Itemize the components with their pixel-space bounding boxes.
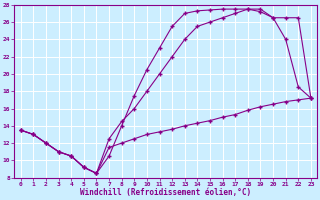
- X-axis label: Windchill (Refroidissement éolien,°C): Windchill (Refroidissement éolien,°C): [80, 188, 252, 197]
